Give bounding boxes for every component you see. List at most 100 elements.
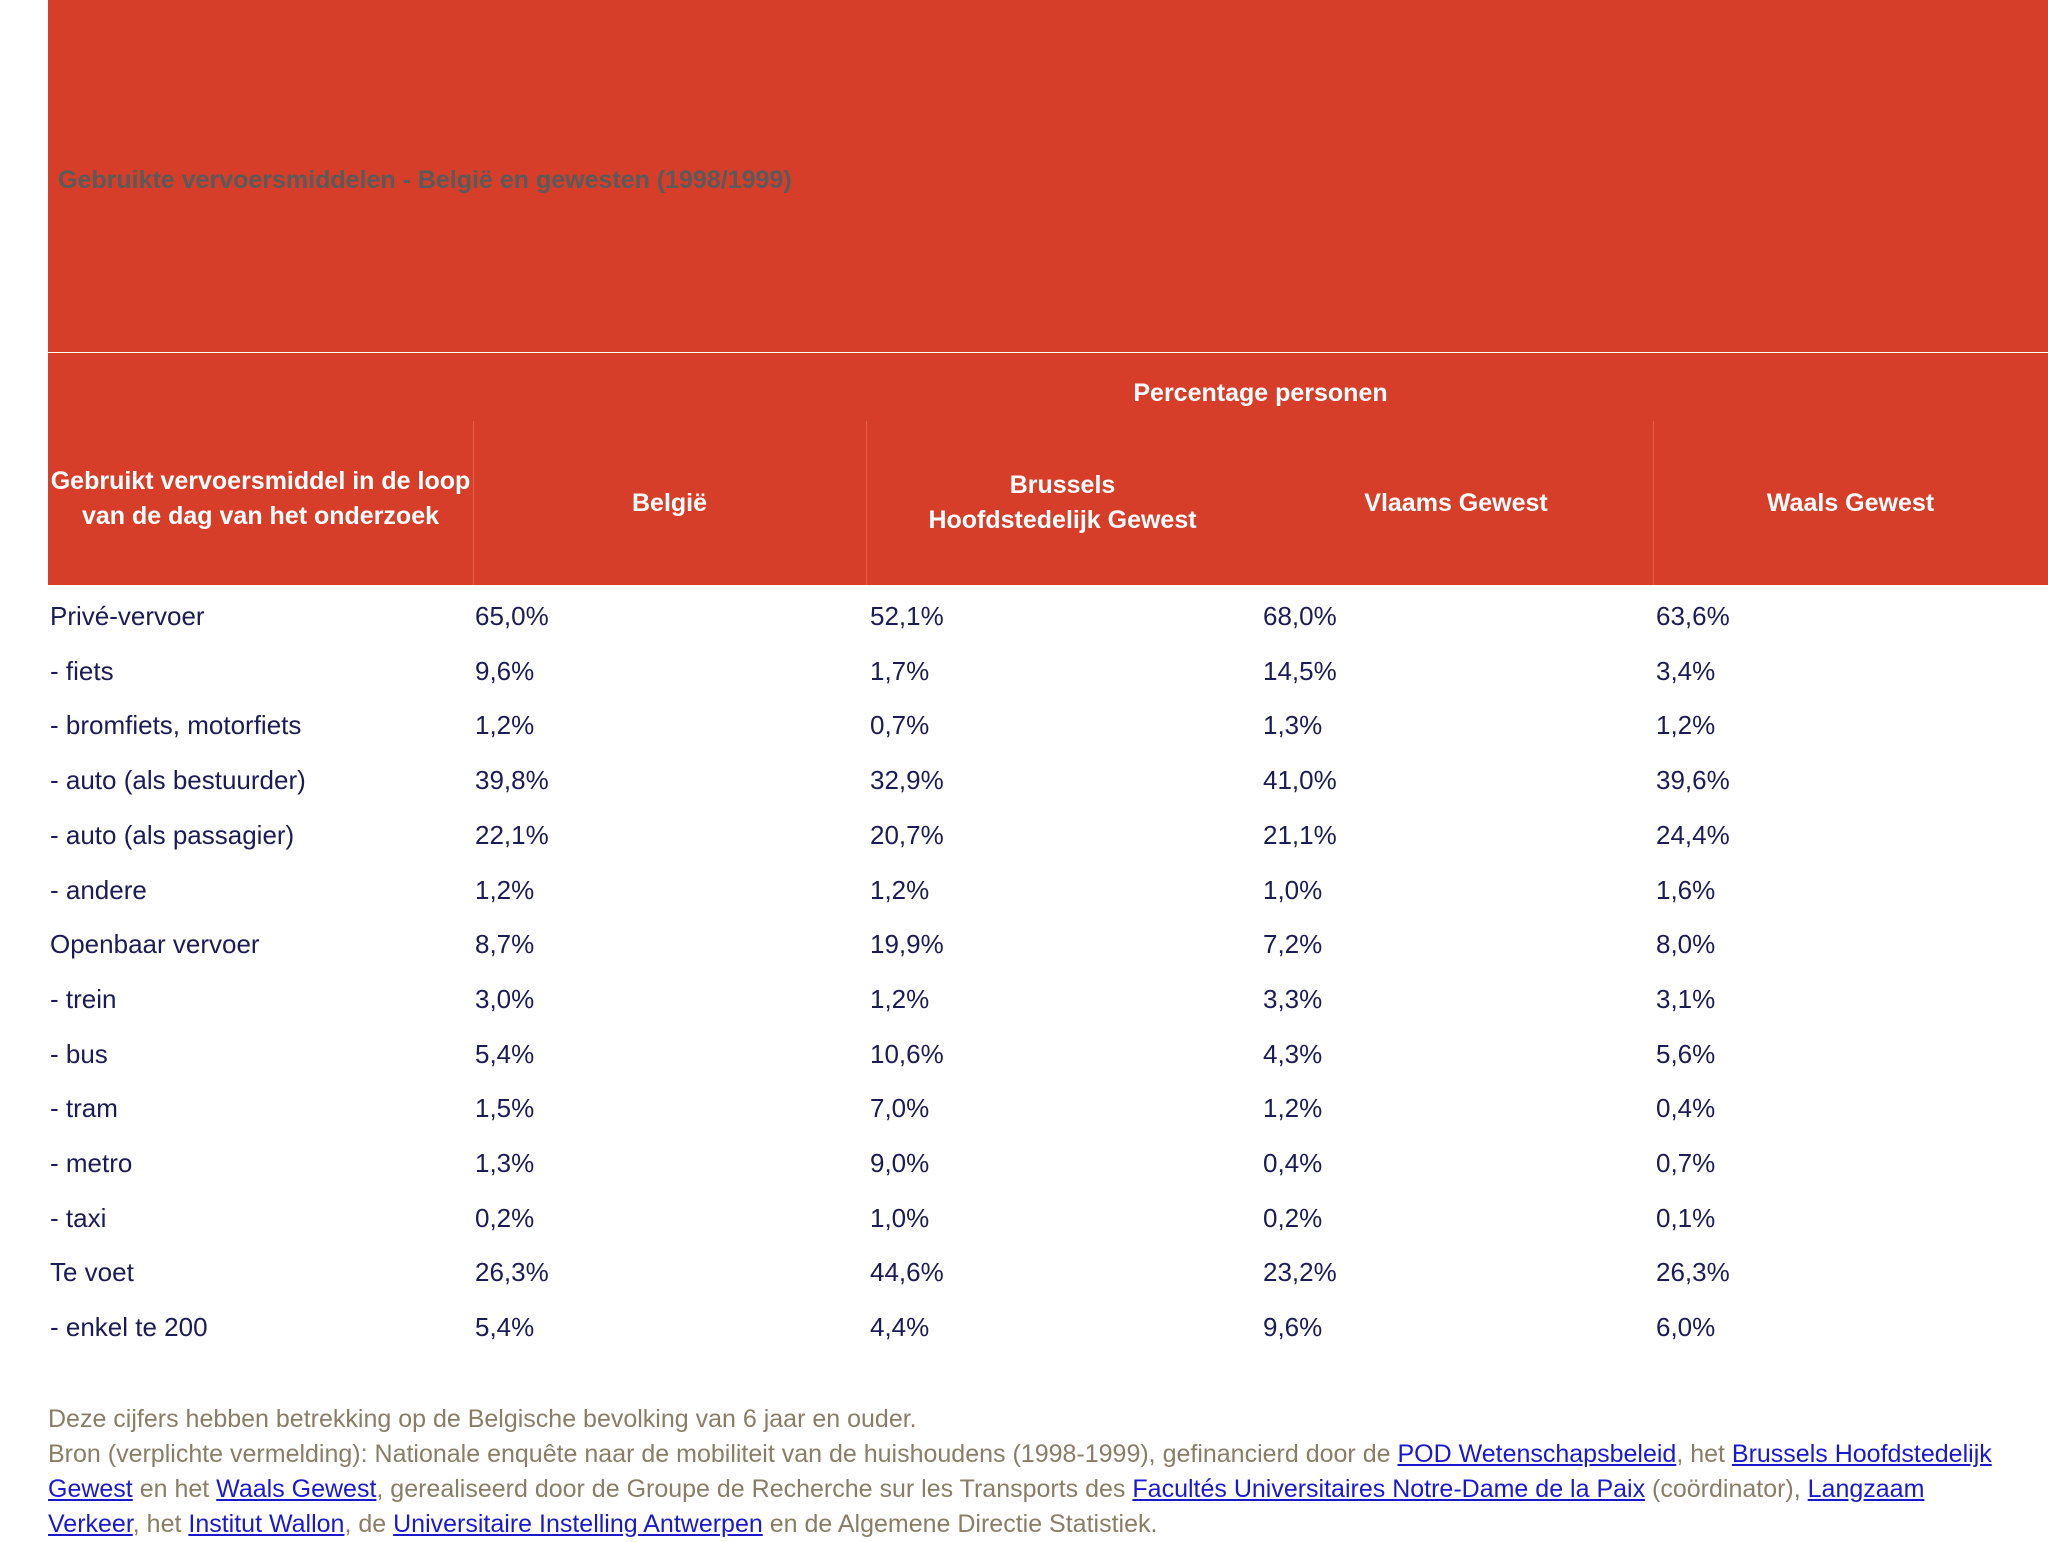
column-header: Brussels Hoofdstedelijk Gewest xyxy=(928,471,1197,534)
source-link[interactable]: Universitaire Instelling Antwerpen xyxy=(393,1510,763,1538)
source-text: , het xyxy=(132,1510,189,1538)
row-label: - enkel te 200 xyxy=(50,1312,208,1343)
column-header: België xyxy=(631,488,708,517)
cell-value: 22,1% xyxy=(475,819,549,850)
cell-value: 1,6% xyxy=(1656,874,1716,905)
cell-value: 21,1% xyxy=(1263,819,1337,850)
cell-value: 1,0% xyxy=(870,1202,930,1233)
cell-value: 26,3% xyxy=(475,1257,549,1288)
cell-value: 39,8% xyxy=(475,765,549,796)
cell-value: 7,2% xyxy=(1263,929,1323,960)
cell-value: 8,0% xyxy=(1656,929,1716,960)
cell-value: 23,2% xyxy=(1263,1257,1337,1288)
cell-value: 24,4% xyxy=(1656,819,1730,850)
divider xyxy=(1653,421,1654,585)
cell-value: 26,3% xyxy=(1656,1257,1730,1288)
row-label: - fiets xyxy=(50,655,114,686)
source-text: (coördinator), xyxy=(1645,1475,1808,1503)
row-label: - trein xyxy=(50,983,117,1014)
cell-value: 44,6% xyxy=(870,1257,944,1288)
cell-value: 0,7% xyxy=(870,710,930,741)
footer-note: Deze cijfers hebben betrekking op de Bel… xyxy=(48,1405,917,1433)
cell-value: 3,3% xyxy=(1263,983,1323,1014)
cell-value: 3,0% xyxy=(475,983,535,1014)
divider xyxy=(866,421,867,585)
cell-value: 1,2% xyxy=(1656,710,1716,741)
cell-value: 1,2% xyxy=(870,874,930,905)
cell-value: 9,0% xyxy=(870,1148,930,1178)
cell-value: 1,2% xyxy=(475,874,535,905)
footer-source: Bron (verplichte vermelding): Nationale … xyxy=(48,1437,1998,1542)
cell-value: 9,6% xyxy=(475,655,535,686)
cell-value: 1,3% xyxy=(475,1148,535,1178)
column-header: Waals Gewest xyxy=(1766,488,1935,517)
cell-value: 5,4% xyxy=(475,1312,535,1343)
cell-value: 8,7% xyxy=(475,929,535,960)
row-label: Te voet xyxy=(50,1257,134,1288)
cell-value: 0,2% xyxy=(1263,1202,1323,1233)
row-label: - bromfiets, motorfiets xyxy=(50,710,302,741)
cell-value: 1,5% xyxy=(475,1093,535,1124)
cell-value: 4,4% xyxy=(870,1312,930,1343)
cell-value: 0,7% xyxy=(1656,1148,1716,1178)
cell-value: 7,0% xyxy=(870,1093,930,1124)
footer: Deze cijfers hebben betrekking op de Bel… xyxy=(48,1402,1998,1542)
row-label: - tram xyxy=(50,1093,118,1124)
source-text: en de Algemene Directie Statistiek. xyxy=(762,1510,1158,1538)
cell-value: 32,9% xyxy=(870,765,944,796)
source-link[interactable]: Langzaam Verkeer xyxy=(48,1475,1925,1538)
cell-value: 39,6% xyxy=(1656,765,1730,796)
cell-value: 1,2% xyxy=(870,983,930,1014)
row-label: - andere xyxy=(50,874,147,905)
group-header: Percentage personen xyxy=(1133,378,1388,407)
cell-value: 1,0% xyxy=(1263,874,1323,905)
cell-value: 10,6% xyxy=(870,1038,944,1069)
source-link[interactable]: Brussels Hoofdstedelijk Gewest xyxy=(48,1440,1992,1503)
column-header: Vlaams Gewest xyxy=(1364,488,1548,517)
table-header: Gebruikt vervoersmiddel in de loop van d… xyxy=(48,353,2048,585)
cell-value: 19,9% xyxy=(870,929,944,960)
cell-value: 68,0% xyxy=(1263,601,1337,631)
cell-value: 3,1% xyxy=(1656,983,1716,1014)
row-label: - metro xyxy=(50,1148,133,1178)
source-text: , het xyxy=(1676,1440,1732,1468)
row-label: - auto (als bestuurder) xyxy=(50,765,306,796)
cell-value: 1,2% xyxy=(475,710,535,741)
divider xyxy=(473,421,474,585)
cell-value: 5,4% xyxy=(475,1038,535,1069)
row-label: Privé-vervoer xyxy=(50,601,205,631)
cell-value: 0,2% xyxy=(475,1202,535,1233)
row-label: Openbaar vervoer xyxy=(50,929,260,960)
cell-value: 5,6% xyxy=(1656,1038,1716,1069)
row-header: Gebruikt vervoersmiddel in de loop van d… xyxy=(50,467,471,530)
source-text: , gerealiseerd door de Groupe de Recherc… xyxy=(376,1475,1133,1503)
row-label: - taxi xyxy=(50,1202,107,1233)
cell-value: 0,4% xyxy=(1656,1093,1716,1124)
source-link[interactable]: POD Wetenschapsbeleid xyxy=(1397,1440,1677,1468)
cell-value: 63,6% xyxy=(1656,601,1730,631)
cell-value: 41,0% xyxy=(1263,765,1337,796)
cell-value: 3,4% xyxy=(1656,655,1716,686)
cell-value: 4,3% xyxy=(1263,1038,1323,1069)
source-link[interactable]: Institut Wallon xyxy=(188,1510,345,1538)
cell-value: 6,0% xyxy=(1656,1312,1716,1343)
cell-value: 0,4% xyxy=(1263,1148,1323,1178)
title: Gebruikte vervoersmiddelen - België en g… xyxy=(58,166,792,194)
source-text: en het xyxy=(132,1475,217,1503)
source-link[interactable]: Waals Gewest xyxy=(216,1475,377,1503)
cell-value: 1,2% xyxy=(1263,1093,1323,1124)
cell-value: 0,1% xyxy=(1656,1202,1716,1233)
row-label: - auto (als passagier) xyxy=(50,819,295,850)
cell-value: 1,7% xyxy=(870,655,930,686)
source-link[interactable]: Facultés Universitaires Notre-Dame de la… xyxy=(1132,1475,1646,1503)
cell-value: 52,1% xyxy=(870,601,944,631)
cell-value: 20,7% xyxy=(870,819,944,850)
source-text: Bron (verplichte vermelding): Nationale … xyxy=(48,1440,1398,1468)
cell-value: 65,0% xyxy=(475,601,549,631)
cell-value: 1,3% xyxy=(1263,710,1323,741)
cell-value: 9,6% xyxy=(1263,1312,1323,1343)
source-text: , de xyxy=(344,1510,394,1538)
row-label: - bus xyxy=(50,1038,108,1069)
cell-value: 14,5% xyxy=(1263,655,1337,686)
